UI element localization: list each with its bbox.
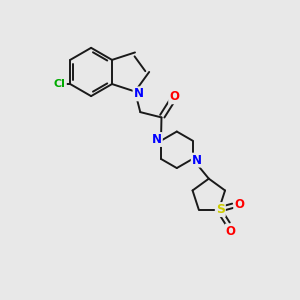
- Text: N: N: [152, 133, 162, 146]
- Text: N: N: [192, 154, 202, 166]
- Text: O: O: [226, 224, 236, 238]
- Text: O: O: [169, 90, 179, 103]
- Text: S: S: [216, 203, 225, 216]
- Text: N: N: [134, 87, 143, 101]
- Text: O: O: [234, 198, 244, 211]
- Text: Cl: Cl: [54, 79, 66, 89]
